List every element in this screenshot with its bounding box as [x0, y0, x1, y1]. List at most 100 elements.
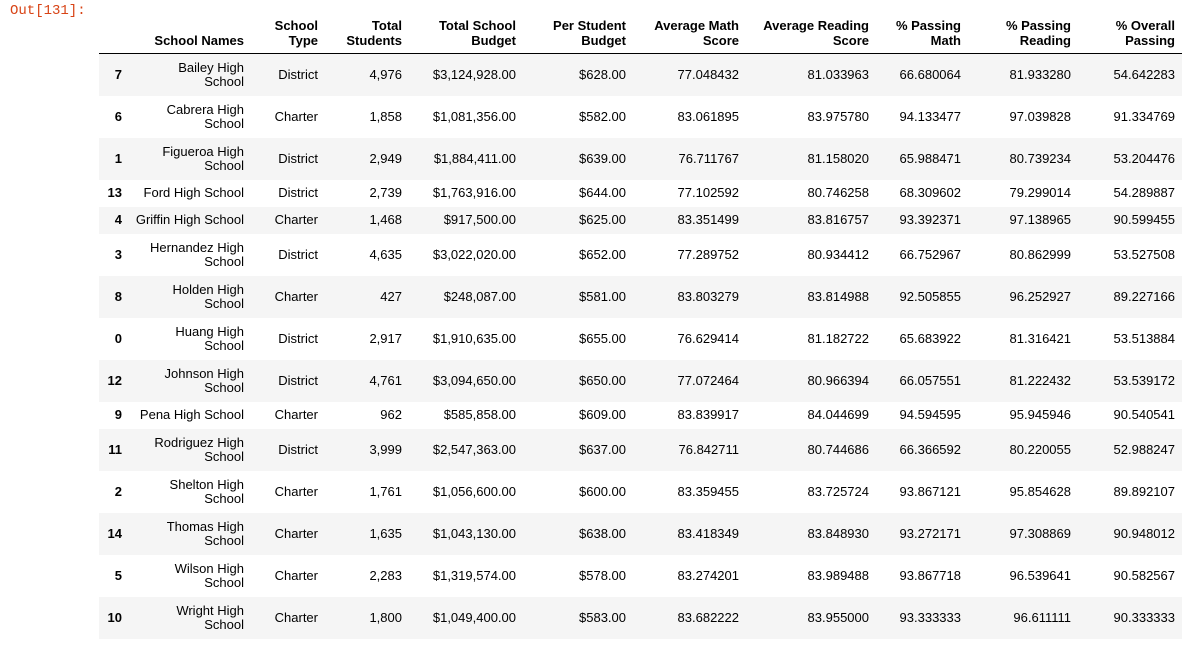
column-header-avg-math: Average Math Score — [633, 18, 746, 54]
pct-overall-passing-cell: 91.334769 — [1113, 108, 1175, 124]
pct-overall-passing-cell: 53.204476 — [1113, 150, 1175, 166]
table-row: 7 Bailey High School District 4,976 $3,124,92… — [99, 53, 1182, 96]
row-index: 1 — [114, 150, 122, 166]
avg-math-cell: 83.061895 — [677, 108, 739, 124]
pct-passing-math-cell: 93.333333 — [899, 609, 961, 625]
pct-overall-passing-cell: 53.513884 — [1113, 330, 1175, 346]
pct-passing-reading-cell: 96.252927 — [1009, 288, 1071, 304]
school-type-cell: District — [278, 441, 318, 457]
row-index: 4 — [114, 212, 122, 227]
avg-math-cell: 83.682222 — [677, 609, 739, 625]
avg-math-cell: 83.418349 — [677, 525, 739, 541]
school-type-cell: District — [278, 372, 318, 388]
school-type-cell: District — [278, 246, 318, 262]
school-type-cell: Charter — [274, 288, 318, 304]
row-index: 6 — [114, 108, 122, 124]
row-index: 0 — [114, 330, 122, 346]
avg-reading-cell: 81.158020 — [807, 150, 869, 166]
school-type-cell: Charter — [274, 108, 318, 124]
table-row: 13 Ford High School District 2,739 $1,763,91… — [99, 179, 1182, 207]
row-index: 7 — [114, 66, 122, 82]
total-budget-cell: $1,056,600.00 — [432, 483, 516, 499]
table-row: 5 Wilson High School Charter 2,283 $1,319,574… — [99, 554, 1182, 597]
row-index: 9 — [114, 407, 122, 422]
per-student-budget-cell: $639.00 — [579, 150, 626, 166]
total-students-cell: 1,800 — [369, 609, 402, 625]
avg-math-cell: 83.803279 — [677, 288, 739, 304]
row-index: 3 — [114, 246, 122, 262]
school-name-cell: Holden High School — [172, 281, 244, 311]
total-students-cell: 4,635 — [369, 246, 402, 262]
avg-math-cell: 83.274201 — [677, 567, 739, 583]
school-name-cell: Griffin High School — [135, 212, 244, 227]
pct-passing-reading-cell: 80.862999 — [1009, 246, 1071, 262]
total-budget-cell: $1,884,411.00 — [433, 150, 516, 166]
pct-passing-math-cell: 93.867121 — [899, 483, 961, 499]
pct-overall-passing-cell: 90.582567 — [1113, 567, 1175, 583]
total-students-cell: 3,999 — [369, 441, 402, 457]
total-students-cell: 1,858 — [369, 108, 402, 124]
row-index: 14 — [107, 525, 122, 541]
column-header-per-student-budget: Per Student Budget — [523, 18, 633, 54]
total-students-cell: 2,739 — [369, 185, 402, 200]
column-header-pct-overall: % Overall Passing — [1078, 18, 1182, 54]
pct-passing-reading-cell: 95.945946 — [1009, 407, 1071, 422]
pct-passing-reading-cell: 97.039828 — [1009, 108, 1071, 124]
school-name-cell: Pena High School — [139, 407, 244, 422]
per-student-budget-cell: $652.00 — [579, 246, 626, 262]
total-students-cell: 2,949 — [369, 150, 402, 166]
per-student-budget-cell: $655.00 — [579, 330, 626, 346]
avg-reading-cell: 83.975780 — [807, 108, 869, 124]
avg-reading-cell: 83.848930 — [807, 525, 869, 541]
school-type-cell: Charter — [274, 483, 318, 499]
pct-passing-math-cell: 66.680064 — [899, 66, 961, 82]
avg-reading-cell: 83.814988 — [807, 288, 869, 304]
avg-reading-cell: 83.989488 — [807, 567, 869, 583]
school-type-cell: Charter — [274, 212, 318, 227]
pct-passing-reading-cell: 80.739234 — [1009, 150, 1071, 166]
row-index: 10 — [107, 609, 122, 625]
pct-passing-reading-cell: 96.611111 — [1013, 609, 1071, 625]
pct-passing-math-cell: 93.867718 — [899, 567, 961, 583]
per-student-budget-cell: $625.00 — [579, 212, 626, 227]
school-type-cell: District — [278, 330, 318, 346]
school-name-cell: Cabrera High School — [166, 101, 244, 131]
total-students-cell: 962 — [380, 407, 402, 422]
row-index: 12 — [107, 372, 122, 388]
per-student-budget-cell: $650.00 — [579, 372, 626, 388]
pct-passing-reading-cell: 97.308869 — [1009, 525, 1071, 541]
pct-overall-passing-cell: 90.333333 — [1113, 609, 1175, 625]
school-name-cell: Shelton High School — [169, 476, 244, 506]
table-row: 3 Hernandez High School District 4,635 $3,022… — [99, 233, 1182, 276]
total-students-cell: 1,761 — [369, 483, 402, 499]
table-row: 12 Johnson High School District 4,761 $3,094,… — [99, 359, 1182, 402]
column-header-avg-reading: Average Reading Score — [746, 18, 876, 54]
total-budget-cell: $1,910,635.00 — [432, 330, 516, 346]
pct-passing-reading-cell: 79.299014 — [1009, 185, 1071, 200]
total-budget-cell: $3,094,650.00 — [432, 372, 516, 388]
table-row: 2 Shelton High School Charter 1,761 $1,056,60… — [99, 470, 1182, 513]
pct-passing-math-cell: 65.988471 — [899, 150, 961, 166]
row-index: 5 — [114, 567, 122, 583]
pct-overall-passing-cell: 53.527508 — [1113, 246, 1175, 262]
dataframe-output: School Names School Type Total Students Total… — [99, 18, 1182, 639]
avg-reading-cell: 81.182722 — [807, 330, 869, 346]
pct-overall-passing-cell: 54.642283 — [1113, 66, 1175, 82]
pct-passing-math-cell: 68.309602 — [899, 185, 961, 200]
avg-math-cell: 76.842711 — [678, 441, 740, 457]
pct-passing-math-cell: 92.505855 — [899, 288, 961, 304]
avg-math-cell: 77.048432 — [677, 66, 739, 82]
pct-overall-passing-cell: 89.227166 — [1113, 288, 1175, 304]
pct-overall-passing-cell: 90.540541 — [1113, 407, 1175, 422]
per-student-budget-cell: $578.00 — [579, 567, 626, 583]
per-student-budget-cell: $644.00 — [579, 185, 626, 200]
school-type-cell: Charter — [274, 609, 318, 625]
pct-overall-passing-cell: 90.948012 — [1113, 525, 1175, 541]
table-row: 4 Griffin High School Charter 1,468 $917,500… — [99, 206, 1182, 234]
avg-reading-cell: 83.725724 — [807, 483, 869, 499]
total-budget-cell: $3,124,928.00 — [432, 66, 516, 82]
avg-math-cell: 76.711767 — [678, 150, 740, 166]
total-budget-cell: $1,043,130.00 — [432, 525, 516, 541]
school-type-cell: District — [278, 150, 318, 166]
pct-passing-math-cell: 66.057551 — [899, 372, 961, 388]
